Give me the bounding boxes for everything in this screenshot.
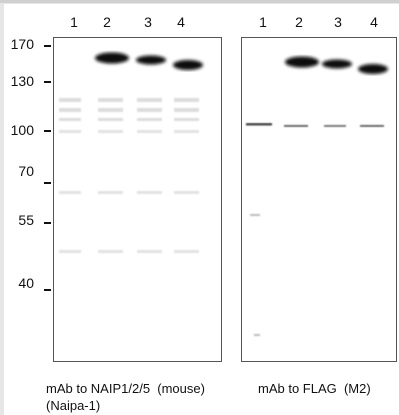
lane-label-2: 2 (103, 14, 111, 30)
lane-label-4: 4 (177, 14, 185, 30)
band-lane2 (95, 52, 129, 64)
marker-tick (44, 289, 51, 291)
caption-flag: mAb to FLAG (M2) (258, 380, 371, 397)
marker-40: 40 (18, 275, 34, 291)
marker-tick (44, 182, 51, 184)
band-lane3 (322, 59, 352, 69)
lane-label-4: 4 (370, 14, 378, 30)
marker-tick (44, 130, 51, 132)
lane-label-3: 3 (144, 14, 152, 30)
blot-panel-naip-image (59, 52, 203, 253)
lane-label-1: 1 (70, 14, 78, 30)
caption-naip: mAb to NAIP1/2/5 (mouse) (Naipa-1) (46, 380, 205, 414)
marker-100: 100 (10, 122, 34, 138)
lane-label-3: 3 (334, 14, 342, 30)
band-lane2 (285, 56, 319, 68)
marker-70: 70 (18, 163, 34, 179)
faint-band (360, 125, 384, 127)
faint-band (324, 125, 346, 127)
band-lane3 (136, 55, 166, 65)
caption-flag-line1: mAb to FLAG (M2) (258, 381, 371, 396)
band-lane4 (358, 64, 388, 74)
caption-naip-line1: mAb to NAIP1/2/5 (mouse) (46, 381, 205, 396)
marker-tick (44, 222, 51, 224)
blot-panel-flag-image (246, 56, 388, 336)
marker-tick (44, 81, 51, 83)
marker-tick (44, 45, 51, 47)
caption-naip-line2: (Naipa-1) (46, 398, 101, 413)
faint-band (246, 123, 272, 126)
lane-label-1: 1 (259, 14, 267, 30)
marker-170: 170 (10, 36, 34, 52)
blot-panel-flag (241, 37, 397, 362)
blot-panel-naip (53, 37, 222, 362)
top-bar (0, 0, 399, 3)
band-lane4 (173, 60, 203, 70)
marker-55: 55 (18, 212, 34, 228)
faint-band (284, 125, 308, 127)
lane-label-2: 2 (295, 14, 303, 30)
marker-130: 130 (10, 73, 34, 89)
